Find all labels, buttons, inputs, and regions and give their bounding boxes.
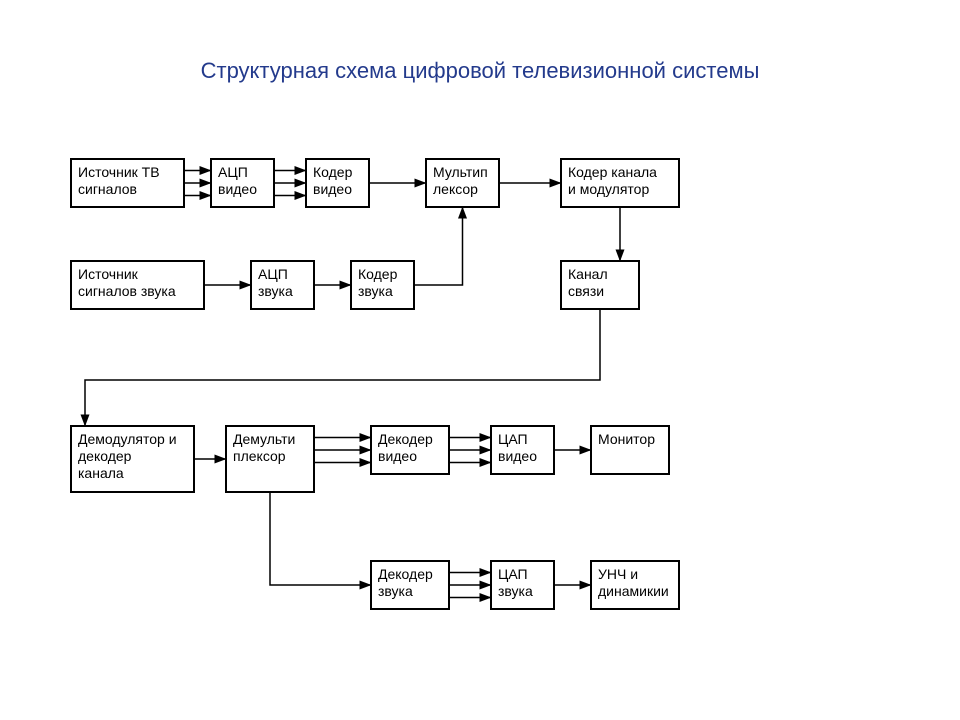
node-coder_video: Кодервидео [305,158,370,208]
node-acp_video: АЦПвидео [210,158,275,208]
edges-layer [0,0,960,720]
node-monitor: Монитор [590,425,670,475]
node-dac_audio: ЦАПзвука [490,560,555,610]
node-src_audio: Источниксигналов звука [70,260,205,310]
node-chan_coder: Кодер каналаи модулятор [560,158,680,208]
node-acp_audio: АЦПзвука [250,260,315,310]
node-dec_audio: Декодерзвука [370,560,450,610]
diagram-title: Структурная схема цифровой телевизионной… [130,58,830,84]
node-unch: УНЧ идинамикии [590,560,680,610]
node-coder_audio: Кодерзвука [350,260,415,310]
node-mux: Мультиплексор [425,158,500,208]
node-src_tv: Источник ТВсигналов [70,158,185,208]
node-demod: Демодулятор идекодерканала [70,425,195,493]
node-dac_video: ЦАПвидео [490,425,555,475]
node-channel: Каналсвязи [560,260,640,310]
node-demux: Демультиплексор [225,425,315,493]
node-dec_video: Декодервидео [370,425,450,475]
